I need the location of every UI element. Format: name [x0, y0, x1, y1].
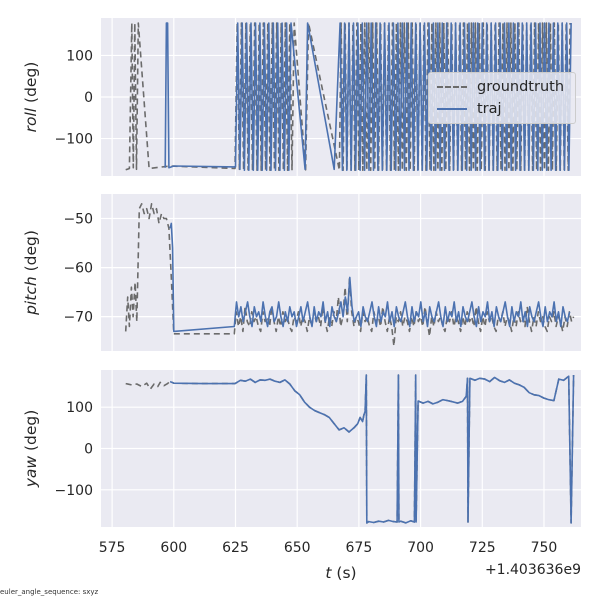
legend-label-groundtruth: groundtruth	[477, 79, 565, 95]
legend-swatch-traj	[437, 108, 467, 110]
panel-pitch: −50 −60 −70 pitch (deg)	[22, 194, 581, 351]
panel-yaw: −100 0 100 yaw (deg) 575 600 625 650 675 700 725 75…	[22, 370, 581, 582]
legend-entry-groundtruth: groundtruth	[437, 77, 564, 97]
y-tick-label-roll: −100	[55, 132, 93, 148]
y-axis-label-pitch: pitch (deg)	[22, 230, 40, 316]
legend-label-traj: traj	[477, 101, 502, 117]
y-tick-label-roll: 0	[84, 90, 93, 106]
x-axis-offset-text: +1.403636e9	[485, 562, 581, 578]
y-axis-label-yaw: yaw (deg)	[22, 410, 40, 489]
x-tick-label: 575	[99, 540, 126, 556]
y-tick-label-yaw: 100	[66, 400, 93, 416]
x-axis-label: t (s)	[325, 564, 356, 582]
x-tick-label: 600	[160, 540, 187, 556]
x-tick-label: 750	[531, 540, 558, 556]
y-tick-label-yaw: −100	[55, 483, 93, 499]
series-traj-roll	[164, 22, 572, 171]
series-traj-yaw	[169, 374, 575, 524]
y-tick-label-pitch: −60	[63, 261, 93, 277]
x-tick-label: 675	[346, 540, 373, 556]
legend-entry-traj: traj	[437, 99, 502, 119]
y-tick-label-pitch: −50	[63, 212, 93, 228]
legend-swatch-groundtruth	[437, 86, 467, 88]
x-tick-label: 650	[284, 540, 311, 556]
y-tick-label-roll: 100	[66, 48, 93, 64]
x-tick-label: 625	[222, 540, 249, 556]
series-traj-pitch	[169, 222, 571, 333]
y-tick-label-pitch: −70	[63, 310, 93, 326]
series-groundtruth-roll	[125, 22, 571, 171]
y-axis-label-roll: roll (deg)	[22, 62, 40, 133]
legend: groundtruth traj	[428, 72, 576, 124]
footnote: euler_angle_sequence: sxyz	[0, 588, 99, 596]
x-tick-label: 725	[469, 540, 496, 556]
y-tick-label-yaw: 0	[84, 442, 93, 458]
x-tick-label: 700	[407, 540, 434, 556]
